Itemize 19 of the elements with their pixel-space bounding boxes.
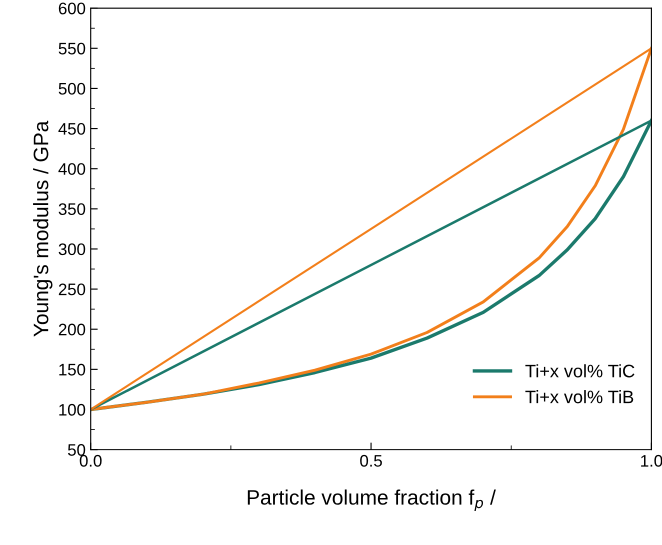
- x-axis-title: Particle volume fraction f$_{p}$ /: [248, 489, 496, 512]
- y-tick-label: 200: [58, 324, 86, 336]
- y-tick-label: 350: [58, 203, 86, 216]
- y-tick-label: 400: [58, 163, 86, 175]
- legend-label: Ti+x vol% TiC: [525, 364, 634, 378]
- y-tick-label: 500: [58, 82, 86, 95]
- y-axis-title: Young's modulus / GPa: [33, 120, 52, 337]
- y-tick-label: 150: [59, 364, 86, 376]
- y-tick-label: 250: [58, 284, 86, 296]
- y-tick-label: 600: [58, 2, 86, 14]
- y-tick-label: 100: [59, 404, 86, 416]
- y-tick-label: 550: [58, 42, 86, 55]
- x-tick-label: 0.0: [80, 454, 102, 467]
- y-tick-label: 300: [58, 243, 86, 256]
- y-tick-label: 50: [68, 444, 86, 456]
- legend-label: Ti+x vol% TiB: [525, 390, 634, 404]
- y-tick-label: 450: [58, 122, 86, 135]
- x-tick-label: 1.0: [641, 454, 662, 467]
- x-tick-label: 0.5: [360, 454, 382, 467]
